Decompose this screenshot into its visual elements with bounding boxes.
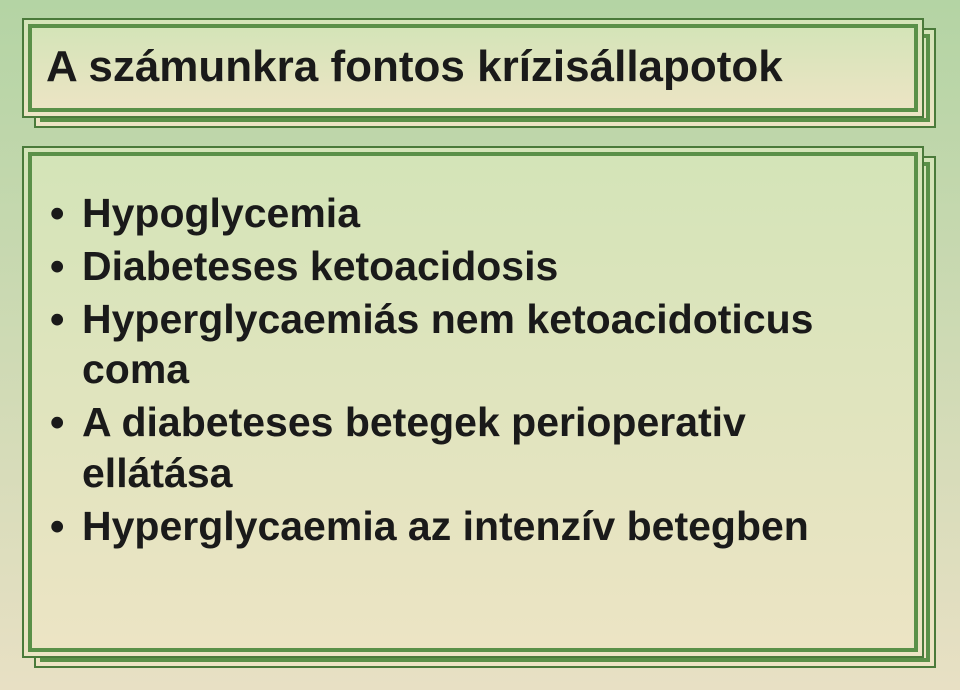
bullet-item: Diabeteses ketoacidosis	[46, 241, 906, 292]
bullet-item: Hypoglycemia	[46, 188, 906, 239]
bullet-list: HypoglycemiaDiabeteses ketoacidosisHyper…	[46, 188, 906, 554]
slide-title: A számunkra fontos krízisállapotok	[46, 42, 906, 92]
bullet-item: Hyperglycaemia az intenzív betegben	[46, 501, 906, 552]
bullet-item: Hyperglycaemiás nem ketoacidoticus coma	[46, 294, 906, 396]
bullet-item: A diabeteses betegek perioperativ ellátá…	[46, 397, 906, 499]
slide: A számunkra fontos krízisállapotok Hypog…	[0, 0, 960, 690]
